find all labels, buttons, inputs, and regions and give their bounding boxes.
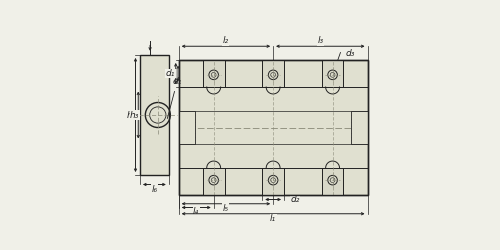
Text: h₁: h₁ [166, 69, 176, 78]
Text: d₁: d₁ [166, 69, 174, 78]
Bar [203, 168, 224, 195]
Text: l₂: l₂ [223, 36, 229, 45]
Bar [322, 60, 344, 87]
Text: l₁: l₁ [270, 214, 276, 223]
Bar [262, 168, 284, 195]
Bar [203, 60, 224, 87]
Text: l₅: l₅ [223, 204, 229, 213]
Bar [179, 60, 368, 195]
Bar [322, 168, 344, 195]
Text: h₂: h₂ [127, 110, 136, 120]
Bar [179, 111, 195, 144]
Bar [322, 168, 344, 195]
Text: d₂: d₂ [290, 195, 300, 204]
Bar [179, 60, 368, 195]
Text: l₃: l₃ [318, 36, 324, 45]
Text: l₆: l₆ [152, 184, 158, 194]
Text: l₄: l₄ [193, 208, 200, 216]
Text: d₁: d₁ [168, 77, 182, 118]
Text: d₃: d₃ [346, 49, 355, 58]
Bar [322, 60, 344, 87]
Text: h₃: h₃ [130, 110, 140, 120]
Bar [262, 60, 284, 87]
Bar [140, 55, 169, 175]
Bar [262, 168, 284, 195]
Bar [203, 168, 224, 195]
Bar [203, 60, 224, 87]
Bar [352, 111, 368, 144]
Bar [262, 60, 284, 87]
